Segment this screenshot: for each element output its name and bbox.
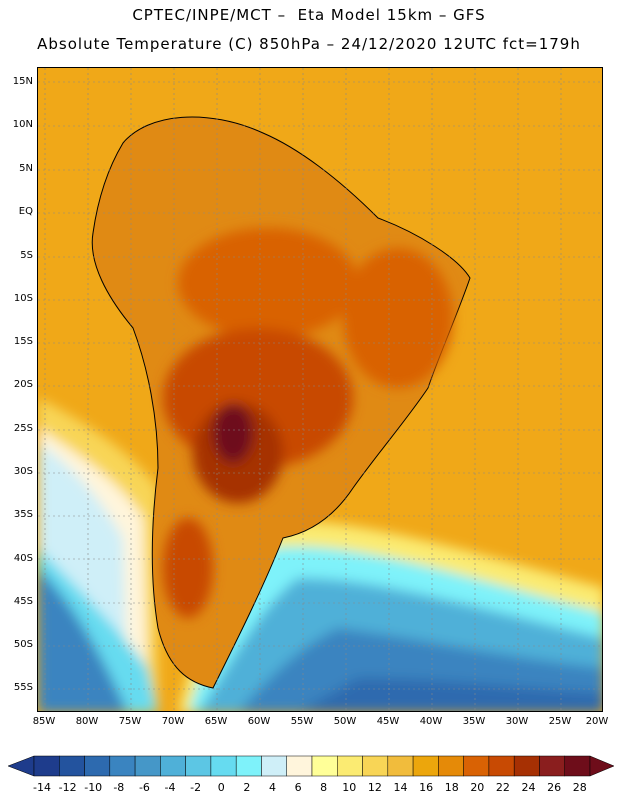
lat-label-50s: 50S	[13, 639, 33, 650]
colorbar-swatch-14	[387, 755, 414, 777]
lat-label-45s: 45S	[13, 596, 33, 607]
colorbar-under-triangle	[7, 755, 35, 777]
colorbar-label: -12	[58, 781, 77, 794]
colorbar-swatch-10	[286, 755, 313, 777]
colorbar-swatch-17	[463, 755, 490, 777]
lat-label-25s: 25S	[13, 423, 33, 434]
lon-label-20w: 20W	[585, 716, 609, 727]
colorbar-label: 12	[367, 781, 382, 794]
colorbar-swatch-13	[362, 755, 389, 777]
lon-label-45w: 45W	[376, 716, 400, 727]
colorbar-swatch-6	[185, 755, 212, 777]
colorbar-label: -14	[33, 781, 51, 794]
lon-label-40w: 40W	[419, 716, 443, 727]
lat-label-15n: 15N	[12, 76, 33, 87]
lon-label-25w: 25W	[548, 716, 572, 727]
field-south-coldest	[301, 678, 602, 711]
colorbar	[7, 755, 615, 777]
field-chaco-core	[213, 403, 253, 463]
colorbar-label: -6	[138, 781, 150, 794]
colorbar-swatch-21	[564, 755, 591, 777]
colorbar-label: -4	[164, 781, 176, 794]
colorbar-label: -10	[84, 781, 103, 794]
colorbar-label: 4	[268, 781, 276, 794]
colorbar-swatch-19	[513, 755, 540, 777]
map-title-model: CPTEC/INPE/MCT – Eta Model 15km – GFS	[132, 6, 486, 24]
colorbar-label: 24	[521, 781, 536, 794]
lon-label-65w: 65W	[204, 716, 228, 727]
colorbar-swatch-15	[412, 755, 439, 777]
colorbar-label: 8	[320, 781, 328, 794]
lat-label-10n: 10N	[12, 119, 33, 130]
lat-label-35s: 35S	[13, 509, 33, 520]
temperature-map	[37, 67, 603, 712]
lon-label-30w: 30W	[505, 716, 529, 727]
colorbar-label: 6	[294, 781, 302, 794]
colorbar-label: 10	[342, 781, 357, 794]
colorbar-label: -8	[113, 781, 125, 794]
colorbar-swatch-8	[235, 755, 262, 777]
lon-label-70w: 70W	[161, 716, 185, 727]
colorbar-over-triangle	[589, 755, 615, 777]
colorbar-label: 2	[243, 781, 251, 794]
field-amazon-warm	[178, 228, 358, 338]
colorbar-label: 26	[547, 781, 562, 794]
lat-label-eq: EQ	[18, 206, 33, 217]
colorbar-swatch-11	[311, 755, 338, 777]
lon-label-80w: 80W	[75, 716, 99, 727]
colorbar-label: 28	[572, 781, 587, 794]
colorbar-swatch-7	[210, 755, 237, 777]
lon-label-75w: 75W	[118, 716, 142, 727]
field-southwest-cold	[38, 568, 128, 711]
lat-label-5n: 5N	[19, 163, 33, 174]
lon-label-60w: 60W	[247, 716, 271, 727]
colorbar-label: 14	[393, 781, 408, 794]
colorbar-swatch-12	[337, 755, 363, 777]
lat-label-10s: 10S	[13, 293, 33, 304]
colorbar-swatch-0	[33, 755, 60, 777]
colorbar-swatch-20	[539, 755, 565, 777]
colorbar-label: 16	[419, 781, 434, 794]
lat-label-20s: 20S	[13, 379, 33, 390]
lat-label-15s: 15S	[13, 336, 33, 347]
lon-label-35w: 35W	[462, 716, 486, 727]
colorbar-swatch-1	[59, 755, 85, 777]
colorbar-swatch-3	[109, 755, 136, 777]
field-northeast-warm	[343, 248, 453, 388]
colorbar-swatch-18	[488, 755, 515, 777]
colorbar-swatch-2	[84, 755, 111, 777]
lat-label-55s: 55S	[13, 682, 33, 693]
map-title-variable: Absolute Temperature (C) 850hPa – 24/12/…	[37, 35, 581, 53]
colorbar-swatch-5	[160, 755, 186, 777]
colorbar-label: 18	[444, 781, 459, 794]
lat-label-5s: 5S	[20, 250, 33, 261]
colorbar-swatch-9	[261, 755, 287, 777]
lon-label-85w: 85W	[32, 716, 56, 727]
lon-label-55w: 55W	[290, 716, 314, 727]
colorbar-label: 0	[217, 781, 225, 794]
colorbar-label: 22	[495, 781, 510, 794]
lat-label-30s: 30S	[13, 466, 33, 477]
lon-label-50w: 50W	[333, 716, 357, 727]
field-patagonia-warm	[163, 518, 213, 618]
colorbar-label: 20	[470, 781, 485, 794]
colorbar-swatch-4	[134, 755, 161, 777]
colorbar-label: -2	[190, 781, 202, 794]
colorbar-swatch-16	[438, 755, 464, 777]
graticule	[38, 68, 602, 711]
lat-label-40s: 40S	[13, 553, 33, 564]
